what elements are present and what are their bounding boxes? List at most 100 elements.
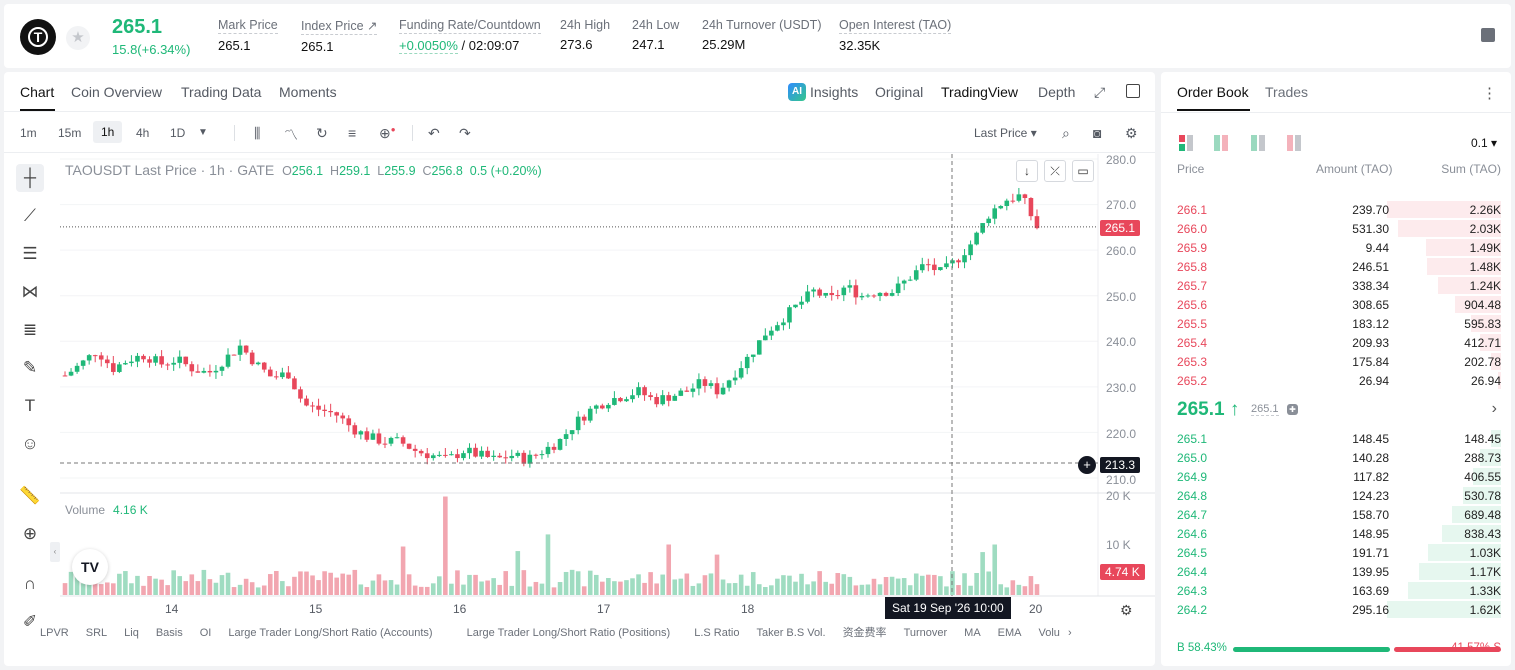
indicator-volume[interactable]: Volu	[1038, 627, 1060, 639]
indicator-large-trader-positions[interactable]: Large Trader Long/Short Ratio (Positions…	[466, 627, 671, 639]
indicator-large-trader-accounts[interactable]: Large Trader Long/Short Ratio (Accounts)	[228, 627, 433, 639]
bid-row[interactable]: 265.1 148.45 148.45	[1161, 429, 1511, 448]
camera-icon[interactable]: ◙	[1093, 125, 1102, 141]
layout-icon[interactable]: ≡	[348, 125, 357, 141]
tab-moments[interactable]: Moments	[279, 84, 337, 100]
bid-row[interactable]: 264.4 139.95 1.17K	[1161, 562, 1511, 581]
bid-row[interactable]: 264.5 191.71 1.03K	[1161, 543, 1511, 562]
candlestick-chart[interactable]	[0, 0, 1158, 670]
timeframe-4h[interactable]: 4h	[136, 126, 150, 140]
more-options-icon[interactable]: ⋮	[1482, 85, 1497, 102]
replay-icon[interactable]: ↻	[316, 125, 328, 141]
indicator-basis[interactable]: Basis	[155, 627, 183, 639]
indicators-icon[interactable]: 〽	[284, 127, 298, 143]
chevron-right-icon[interactable]: ›	[1491, 400, 1497, 417]
zoom-tool-icon[interactable]: ⊕	[22, 524, 38, 543]
candle-body	[68, 371, 74, 376]
trendline-tool-icon[interactable]: ⟋	[24, 206, 36, 225]
indicator-ema[interactable]: EMA	[997, 627, 1022, 639]
candlestick-type-icon[interactable]: ⫼	[254, 125, 261, 141]
ask-row[interactable]: 266.1 239.70 2.26K	[1161, 200, 1511, 219]
bid-row[interactable]: 265.0 140.28 288.73	[1161, 448, 1511, 467]
add-indicator-icon[interactable]: ⊕●	[379, 125, 396, 141]
ask-row[interactable]: 265.7 338.34 1.24K	[1161, 276, 1511, 295]
ask-row[interactable]: 266.0 531.30 2.03K	[1161, 219, 1511, 238]
stat-mark-price[interactable]: Mark Price 265.1	[218, 18, 278, 53]
timeframe-1d[interactable]: 1D	[170, 126, 186, 140]
view-both-icon[interactable]	[1179, 135, 1195, 151]
redo-icon[interactable]: ↷	[459, 125, 471, 141]
pattern-tool-icon[interactable]: ⋈	[21, 282, 39, 301]
price-type-select[interactable]: Last Price ▾	[974, 126, 1037, 140]
favorite-star-icon[interactable]: ★	[66, 26, 90, 50]
magnet-tool-icon[interactable]: ∩	[23, 574, 37, 593]
collapse-toolbar-icon[interactable]: ‹	[50, 542, 60, 562]
bid-row[interactable]: 264.8 124.23 530.78	[1161, 486, 1511, 505]
fib-tool-icon[interactable]: ≣	[22, 320, 38, 339]
document-icon[interactable]	[1481, 28, 1495, 42]
indicator-ls-ratio[interactable]: L.S Ratio	[694, 627, 740, 639]
tab-depth[interactable]: Depth	[1038, 84, 1076, 100]
chart-settings-icon[interactable]: ⚙	[1120, 602, 1133, 618]
ask-row[interactable]: 265.8 246.51 1.48K	[1161, 257, 1511, 276]
tab-chart[interactable]: Chart	[20, 84, 55, 100]
indicator-scroll-right-icon[interactable]: ›	[1067, 627, 1072, 639]
timeframe-1h[interactable]: 1h	[93, 121, 123, 143]
tab-trading-data[interactable]: Trading Data	[181, 84, 262, 100]
row-amount: 163.69	[1352, 584, 1389, 598]
view-bids-icon[interactable]	[1251, 135, 1267, 151]
ask-row[interactable]: 265.3 175.84 202.78	[1161, 352, 1511, 371]
bid-row[interactable]: 264.6 148.95 838.43	[1161, 524, 1511, 543]
ruler-tool-icon[interactable]: 📏	[19, 486, 41, 505]
indicator-ma[interactable]: MA	[964, 627, 981, 639]
settings-gear-icon[interactable]: ⚙	[1125, 125, 1138, 141]
timeframe-dropdown-icon[interactable]: ▼	[198, 127, 208, 138]
indicator-liq[interactable]: Liq	[124, 627, 139, 639]
bid-row[interactable]: 264.9 117.82 406.55	[1161, 467, 1511, 486]
ask-row[interactable]: 265.5 183.12 595.83	[1161, 314, 1511, 333]
timeframe-1m[interactable]: 1m	[20, 126, 37, 140]
bid-row[interactable]: 264.3 163.69 1.33K	[1161, 581, 1511, 600]
horizontal-lines-tool-icon[interactable]: ☰	[22, 244, 38, 263]
collapse-icon[interactable]: ⤫	[1044, 160, 1066, 182]
toggle-icon[interactable]: ▭	[1072, 160, 1094, 182]
indicator-funding-rate[interactable]: 资金费率	[842, 627, 887, 639]
tab-order-book[interactable]: Order Book	[1177, 84, 1249, 100]
stat-funding-rate[interactable]: Funding Rate/Countdown +0.0050% / 02:09:…	[399, 18, 541, 54]
indicator-srl[interactable]: SRL	[85, 627, 108, 639]
timeframe-15m[interactable]: 15m	[58, 126, 82, 140]
ask-row[interactable]: 265.4 209.93 412.71	[1161, 333, 1511, 352]
stat-open-interest[interactable]: Open Interest (TAO) 32.35K	[839, 18, 952, 53]
bid-row[interactable]: 264.7 158.70 689.48	[1161, 505, 1511, 524]
add-alert-icon[interactable]: +	[1078, 456, 1096, 474]
indicator-taker-bs-vol[interactable]: Taker B.S Vol.	[756, 627, 826, 639]
indicator-turnover[interactable]: Turnover	[903, 627, 948, 639]
expand-icon[interactable]: ⤢	[1094, 84, 1106, 100]
tab-trades[interactable]: Trades	[1265, 84, 1309, 100]
volume-bar	[877, 584, 883, 595]
fullscreen-icon[interactable]	[1126, 84, 1140, 98]
search-icon[interactable]: ⌕	[1062, 125, 1070, 141]
text-tool-icon[interactable]: T	[24, 396, 36, 415]
brush-tool-icon[interactable]: ✎	[22, 358, 38, 377]
view-asks-icon[interactable]	[1287, 135, 1303, 151]
indicator-oi[interactable]: OI	[199, 627, 212, 639]
ask-row[interactable]: 265.9 9.44 1.49K	[1161, 238, 1511, 257]
bid-row[interactable]: 264.2 295.16 1.62K	[1161, 600, 1511, 619]
scroll-down-icon[interactable]: ↓	[1016, 160, 1038, 182]
tab-original[interactable]: Original	[875, 84, 924, 100]
tab-tradingview[interactable]: TradingView	[941, 84, 1019, 100]
tab-coin-overview[interactable]: Coin Overview	[71, 84, 163, 100]
ask-row[interactable]: 265.6 308.65 904.48	[1161, 295, 1511, 314]
ask-row[interactable]: 265.2 26.94 26.94	[1161, 371, 1511, 390]
crosshair-tool-icon[interactable]: ┼	[16, 164, 44, 192]
tab-insights[interactable]: Insights	[810, 84, 859, 100]
candle-body	[304, 398, 309, 406]
pencil-lock-tool-icon[interactable]: ✐	[22, 612, 38, 631]
view-split-icon[interactable]	[1214, 135, 1230, 151]
indicator-lpvr[interactable]: LPVR	[40, 627, 69, 639]
emoji-tool-icon[interactable]: ☺	[21, 434, 39, 453]
stat-index-price[interactable]: Index Price ↗ 265.1	[301, 19, 378, 54]
precision-select[interactable]: 0.1 ▾	[1470, 136, 1497, 150]
undo-icon[interactable]: ↶	[428, 125, 440, 141]
